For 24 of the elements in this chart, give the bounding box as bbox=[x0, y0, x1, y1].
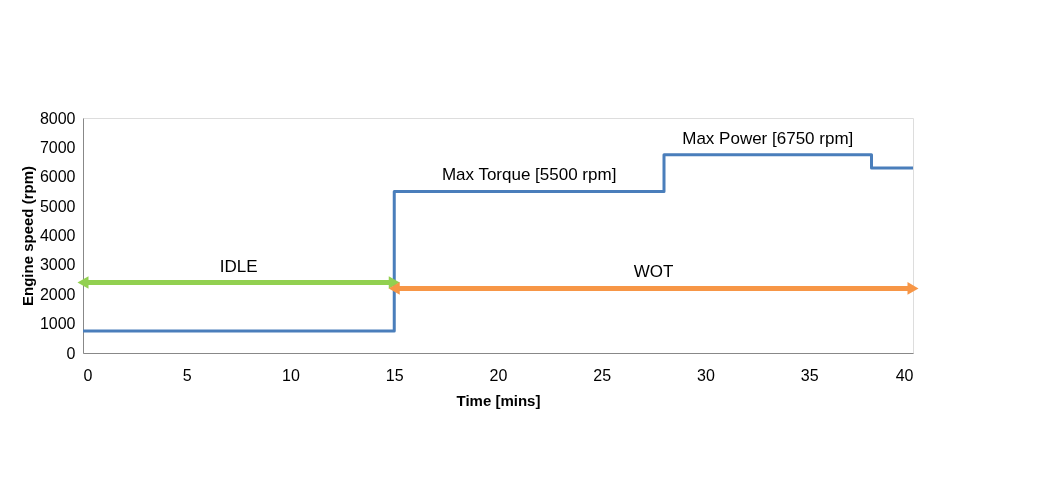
x-tick-label: 35 bbox=[800, 366, 819, 384]
x-tick-label: 25 bbox=[593, 366, 612, 384]
x-tick-label: 15 bbox=[385, 366, 404, 384]
y-tick-label: 4000 bbox=[39, 227, 76, 244]
y-tick-label: 2000 bbox=[39, 285, 76, 303]
x-tick-label: 0 bbox=[83, 366, 93, 384]
y-tick-label: 8000 bbox=[39, 109, 76, 127]
x-axis-title: Time [mins] bbox=[456, 391, 541, 409]
x-tick-label: 10 bbox=[282, 366, 300, 384]
y-tick-label: 0 bbox=[66, 344, 76, 362]
y-axis-title: Engine speed (rpm) bbox=[18, 165, 36, 307]
x-tick-label: 30 bbox=[697, 366, 715, 384]
y-tick-label: 6000 bbox=[39, 168, 76, 186]
y-tick-label: 3000 bbox=[39, 256, 76, 274]
y-tick-label: 5000 bbox=[39, 197, 76, 215]
y-tick-label: 1000 bbox=[39, 315, 76, 333]
annotation: Max Power [6750 rpm] bbox=[682, 128, 854, 148]
y-tick-label: 7000 bbox=[39, 138, 76, 156]
x-tick-label: 40 bbox=[895, 366, 914, 384]
x-tick-label: 5 bbox=[182, 366, 192, 384]
annotation: Max Torque [5500 rpm] bbox=[441, 165, 617, 185]
annotation: IDLE bbox=[219, 256, 258, 276]
x-tick-label: 20 bbox=[489, 366, 508, 384]
annotation: WOT bbox=[633, 262, 674, 282]
